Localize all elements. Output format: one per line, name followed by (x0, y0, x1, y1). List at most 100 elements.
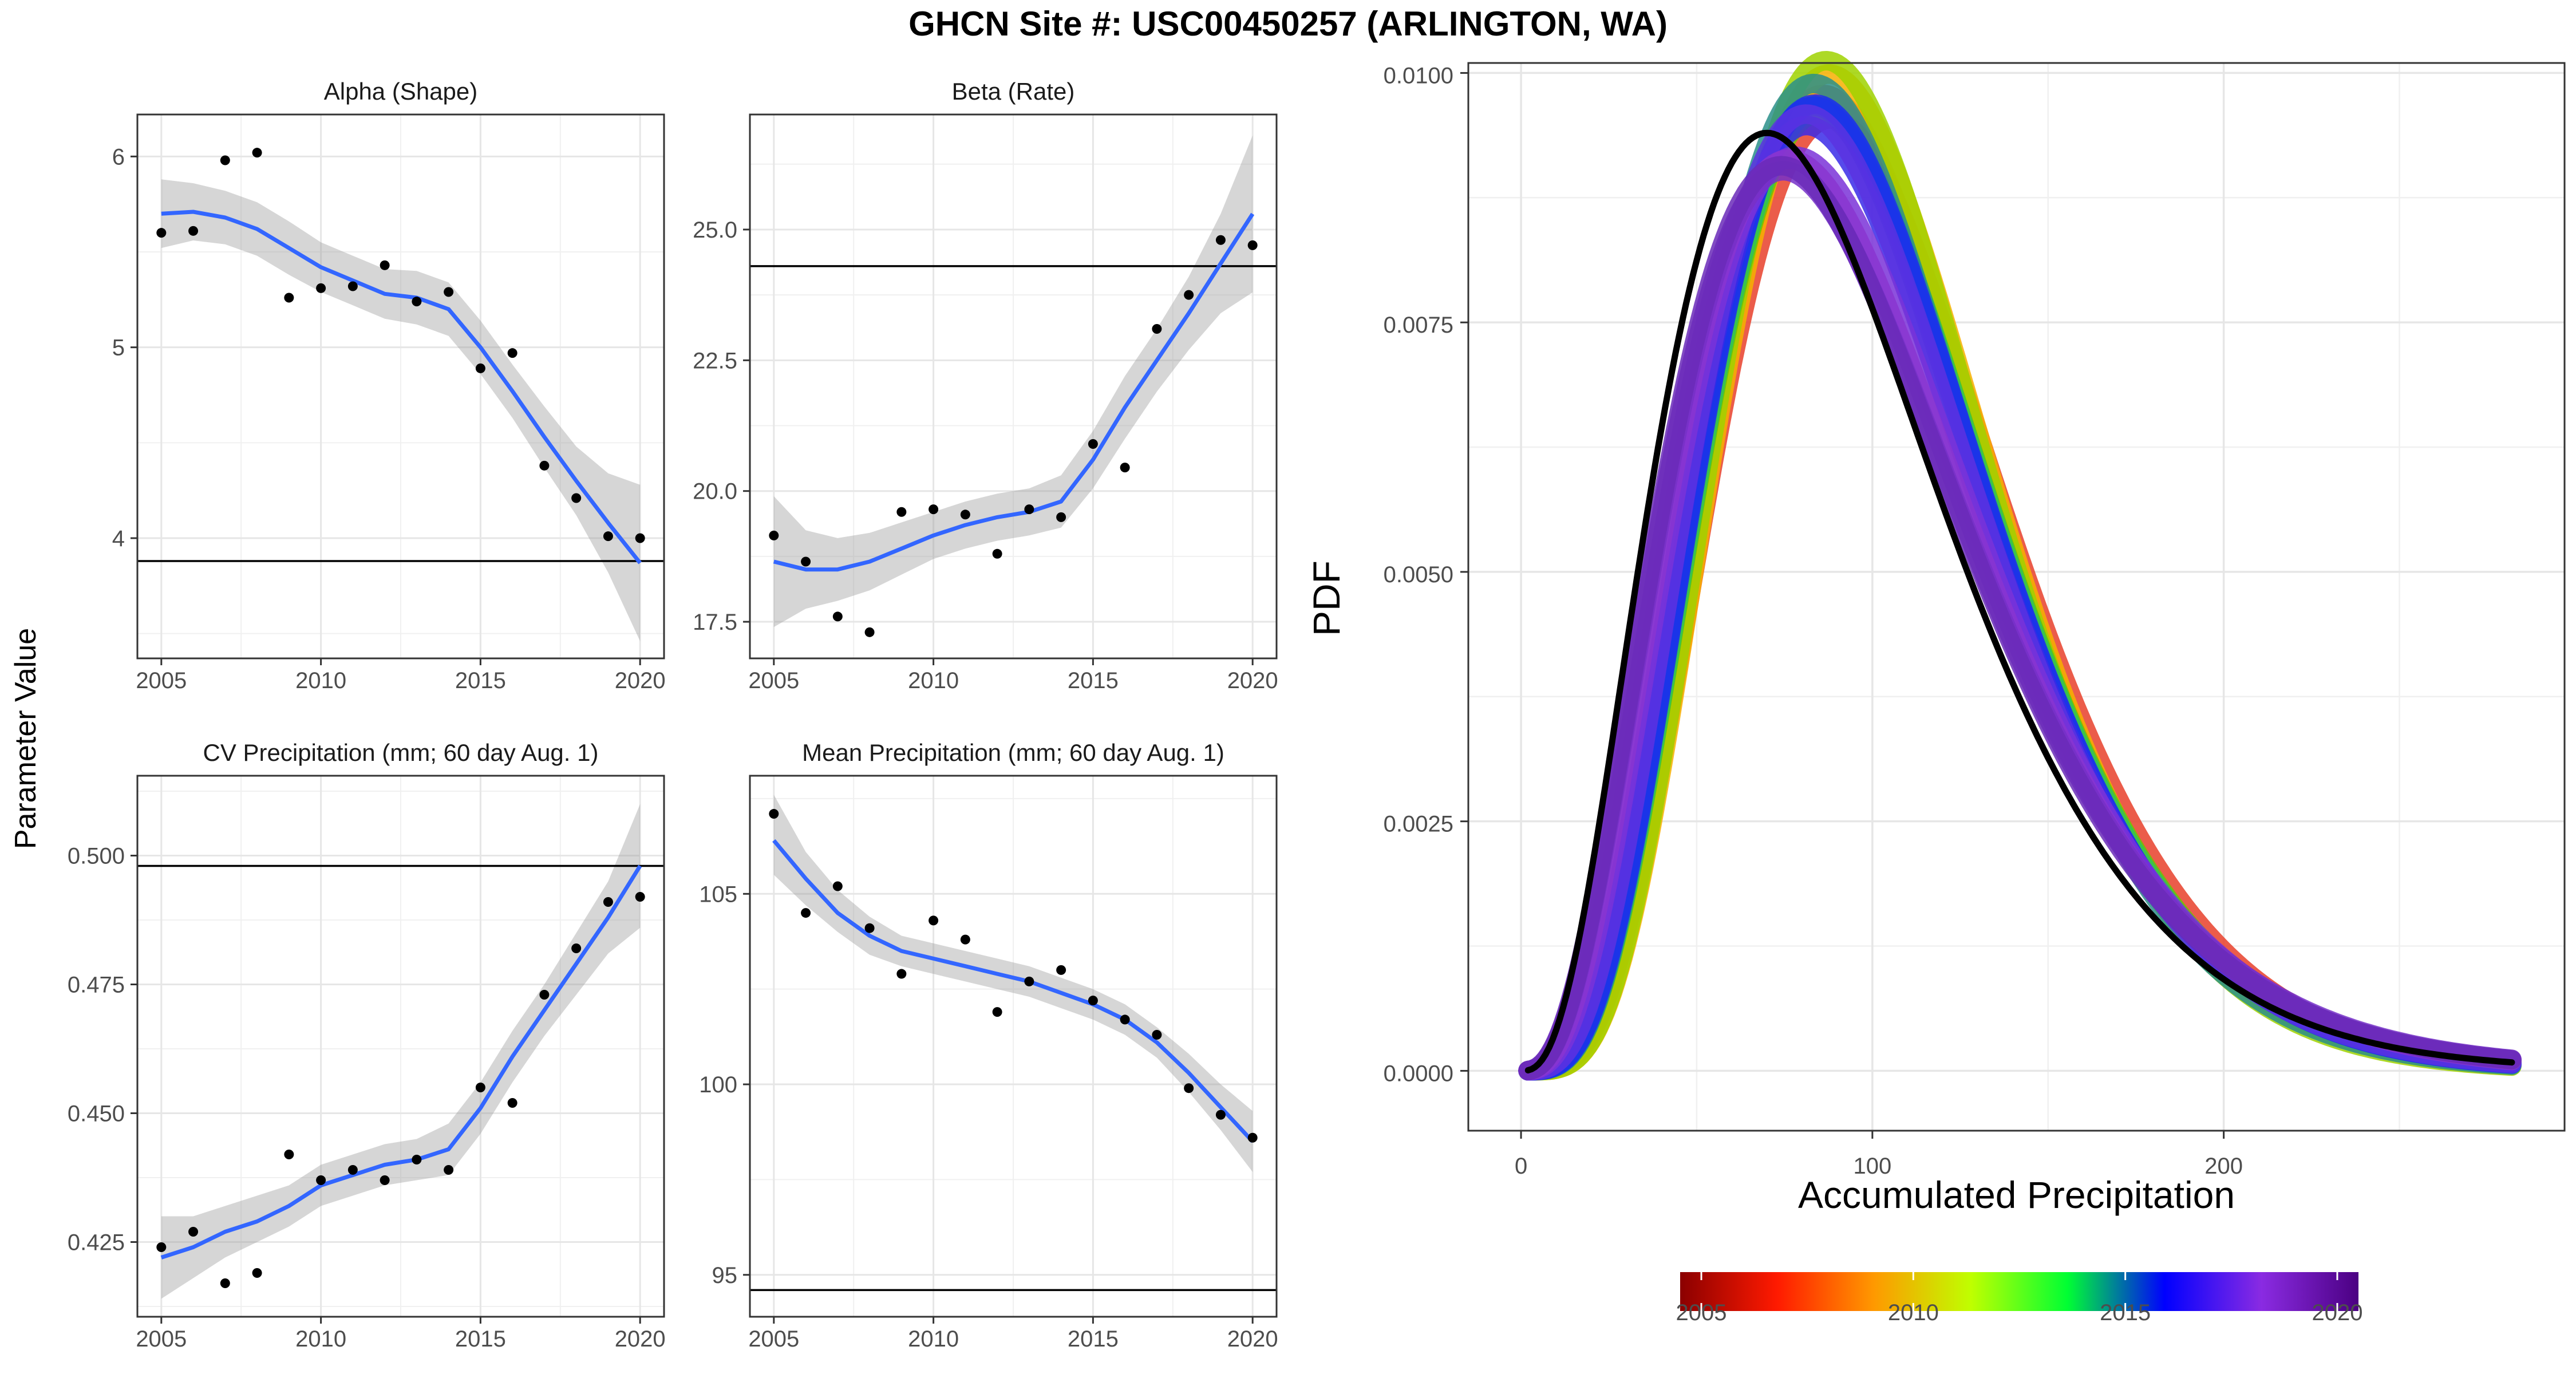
alpha-y-tick-label: 5 (112, 335, 125, 361)
cv-x-tick-label: 2010 (295, 1326, 346, 1352)
pdf-panel-border (1467, 62, 2566, 1132)
cv-panel-border (136, 775, 665, 1318)
mean-y-tick-label: 95 (712, 1263, 738, 1288)
cv-y-tick-label: 0.425 (68, 1230, 125, 1255)
beta-confidence-band (773, 135, 1253, 627)
beta-x-tick-label: 2015 (1068, 668, 1119, 693)
mean-point (1088, 996, 1098, 1006)
mean-point (1024, 976, 1034, 986)
cv-point (220, 1278, 230, 1288)
colorbar-tick-label: 2020 (2312, 1300, 2362, 1325)
mean-point (960, 934, 970, 945)
beta-x-tick-label: 2005 (748, 668, 799, 693)
panel-mean: Mean Precipitation (mm; 60 day Aug. 1) 20… (699, 739, 1278, 1352)
pdf-reference-curve (1524, 129, 2515, 1073)
cv-point (156, 1242, 167, 1252)
mean-point (832, 881, 843, 891)
pdf-y-axis-label: PDF (1305, 560, 1348, 636)
beta-point (864, 627, 875, 637)
alpha-smooth-line (161, 210, 642, 564)
beta-x-tick-label: 2020 (1227, 668, 1278, 693)
mean-x-tick-label: 2005 (748, 1326, 799, 1352)
alpha-point (412, 297, 422, 307)
mean-point (1152, 1030, 1162, 1040)
beta-point (769, 530, 779, 540)
pdf-x-axis-label: Accumulated Precipitation (1798, 1174, 2235, 1216)
mean-point (1215, 1110, 1226, 1120)
alpha-point (571, 493, 582, 503)
mean-y-tick-label: 105 (699, 882, 737, 907)
alpha-x-tick-label: 2020 (615, 668, 666, 693)
cv-point (635, 892, 645, 902)
pdf-y-tick-label: 0.0075 (1384, 313, 1453, 338)
alpha-x-tick-label: 2010 (295, 668, 346, 693)
cv-point (603, 897, 613, 907)
beta-point (832, 611, 843, 622)
mean-x-tick-label: 2020 (1227, 1326, 1278, 1352)
cv-x-tick-label: 2020 (615, 1326, 666, 1352)
alpha-x-tick-label: 2005 (136, 668, 187, 693)
beta-smooth-line (773, 212, 1255, 572)
mean-point (769, 809, 779, 819)
cv-point (507, 1098, 517, 1108)
cv-point (347, 1165, 358, 1175)
cv-confidence-band (161, 804, 641, 1299)
cv-x-tick-label: 2015 (455, 1326, 506, 1352)
alpha-point (316, 283, 326, 293)
mean-smooth-line (772, 839, 1254, 1143)
mean-point (1247, 1132, 1258, 1143)
pdf-x-tick-label: 100 (1853, 1154, 1891, 1179)
mean-point (992, 1007, 1002, 1017)
alpha-point (635, 533, 645, 543)
beta-panel-border (749, 113, 1278, 660)
alpha-point (156, 228, 167, 238)
beta-point (1088, 439, 1098, 449)
panel-pdf: 0 100 200 0.0000 0.0025 0.0050 0.0075 0.0100 Acc… (1305, 51, 2566, 1216)
beta-point (801, 556, 811, 567)
mean-point (929, 915, 939, 926)
cv-point (475, 1083, 485, 1092)
beta-panel-title: Beta (Rate) (952, 78, 1075, 105)
pdf-y-tick-label: 0.0025 (1384, 812, 1453, 837)
mean-point (864, 923, 875, 933)
cv-point (539, 990, 550, 1000)
mean-y-tick-label: 100 (699, 1072, 737, 1097)
beta-point (929, 504, 939, 515)
cv-point (412, 1155, 422, 1164)
alpha-confidence-band (161, 179, 641, 641)
beta-x-tick-label: 2010 (908, 668, 959, 693)
mean-point (1184, 1083, 1194, 1093)
colorbar-tick-label: 2015 (2100, 1300, 2151, 1325)
pdf-curve-2020 (1518, 156, 2522, 1080)
alpha-y-tick-label: 4 (112, 526, 125, 551)
alpha-y-tick-label: 6 (112, 144, 125, 169)
alpha-point (284, 293, 294, 303)
cv-point (571, 943, 582, 953)
beta-point (992, 548, 1002, 559)
beta-point (1024, 504, 1034, 515)
panel-alpha: Alpha (Shape) 2005 2010 2015 2020 4 5 6 (112, 78, 666, 693)
pdf-y-tick-label: 0.0000 (1384, 1061, 1453, 1086)
figure-title: GHCN Site #: USC00450257 (ARLINGTON, WA) (908, 5, 1668, 43)
mean-x-tick-label: 2010 (908, 1326, 959, 1352)
alpha-point (188, 226, 199, 236)
cv-smooth-line (160, 864, 642, 1260)
colorbar-bar (1680, 1272, 2358, 1311)
beta-point (1215, 235, 1226, 245)
pdf-y-tick-label: 0.0050 (1384, 562, 1453, 587)
alpha-panel-border (136, 113, 665, 660)
beta-point (1056, 512, 1066, 522)
alpha-x-tick-label: 2015 (455, 668, 506, 693)
mean-panel-title: Mean Precipitation (mm; 60 day Aug. 1) (802, 739, 1224, 766)
beta-y-tick-label: 22.5 (693, 348, 737, 373)
alpha-point (380, 260, 390, 270)
panel-cv: CV Precipitation (mm; 60 day Aug. 1) 2005… (68, 739, 666, 1352)
alpha-point (220, 155, 230, 165)
beta-y-tick-label: 20.0 (693, 479, 737, 504)
alpha-point (603, 531, 613, 542)
alpha-point (252, 148, 262, 158)
cv-point (444, 1165, 454, 1175)
cv-point (188, 1227, 199, 1237)
alpha-point (507, 348, 517, 358)
cv-point (284, 1150, 294, 1159)
